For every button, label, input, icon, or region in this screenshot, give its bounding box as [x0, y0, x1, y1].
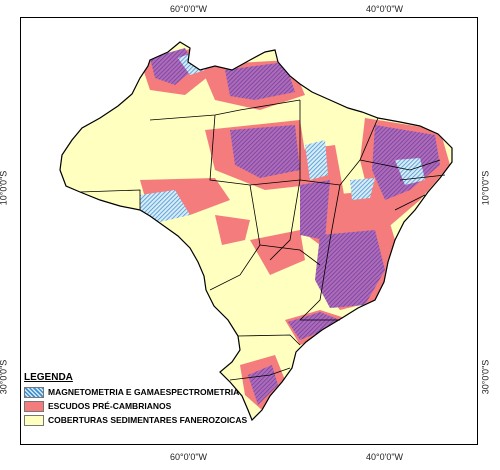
- state-borders: [79, 99, 446, 381]
- survey-over-shields: [150, 48, 440, 405]
- map-legend: LEGENDA MAGNETOMETRIA E GAMAESPECTROMETR…: [24, 372, 247, 427]
- coord-top-40w: 40°0'0"W: [366, 4, 404, 14]
- legend-label: ESCUDOS PRÉ-CAMBRIANOS: [48, 401, 172, 411]
- coord-top-60w: 60°0'0"W: [170, 4, 208, 14]
- coord-bottom-60w: 60°0'0"W: [170, 452, 208, 462]
- hatch-swatch-icon: [24, 386, 44, 398]
- legend-label: MAGNETOMETRIA E GAMAESPECTROMETRIA: [48, 387, 240, 397]
- legend-label: COBERTURAS SEDIMENTARES FANEROZOICAS: [48, 415, 248, 425]
- pink-swatch-icon: [24, 400, 44, 412]
- yellow-swatch-icon: [24, 414, 44, 426]
- legend-title: LEGENDA: [24, 372, 73, 383]
- legend-item-shields: ESCUDOS PRÉ-CAMBRIANOS: [24, 399, 247, 413]
- legend-item-sediments: COBERTURAS SEDIMENTARES FANEROZOICAS: [24, 413, 247, 427]
- legend-item-magnetometry: MAGNETOMETRIA E GAMAESPECTROMETRIA: [24, 385, 247, 399]
- coord-bottom-40w: 40°0'0"W: [366, 452, 404, 462]
